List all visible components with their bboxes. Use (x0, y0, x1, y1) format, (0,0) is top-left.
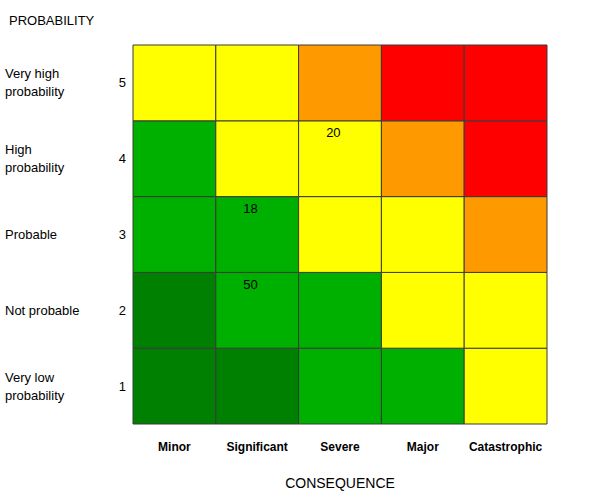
svg-text:Severe: Severe (320, 440, 360, 454)
svg-text:PROBABILITY: PROBABILITY (9, 13, 95, 28)
svg-text:50: 50 (243, 277, 257, 292)
svg-text:probability: probability (5, 160, 65, 175)
svg-text:5: 5 (119, 75, 126, 90)
svg-text:3: 3 (119, 227, 126, 242)
svg-text:2: 2 (119, 303, 126, 318)
svg-text:CONSEQUENCE: CONSEQUENCE (285, 475, 395, 491)
svg-text:Not probable: Not probable (5, 303, 79, 318)
svg-text:probability: probability (5, 84, 65, 99)
svg-text:4: 4 (119, 151, 126, 166)
svg-text:Probable: Probable (5, 227, 57, 242)
svg-text:Significant: Significant (227, 440, 288, 454)
svg-text:Catastrophic: Catastrophic (469, 440, 543, 454)
svg-text:1: 1 (119, 379, 126, 394)
svg-text:Very low: Very low (5, 370, 55, 385)
svg-text:Minor: Minor (158, 440, 191, 454)
svg-text:probability: probability (5, 388, 65, 403)
svg-text:Very high: Very high (5, 66, 59, 81)
svg-text:High: High (5, 142, 32, 157)
svg-text:20: 20 (326, 125, 340, 140)
svg-text:18: 18 (243, 201, 257, 216)
svg-text:Major: Major (407, 440, 439, 454)
